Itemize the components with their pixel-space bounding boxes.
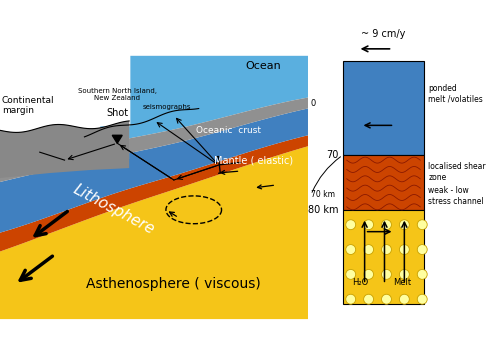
- Text: Asthenosphere ( viscous): Asthenosphere ( viscous): [86, 277, 261, 291]
- Polygon shape: [112, 135, 122, 143]
- Text: seismographs: seismographs: [142, 104, 191, 111]
- Polygon shape: [0, 51, 129, 125]
- Bar: [343, 210, 424, 304]
- Text: weak - low
stress channel: weak - low stress channel: [428, 186, 484, 206]
- Text: 70: 70: [326, 150, 339, 160]
- Text: 80 km: 80 km: [308, 205, 339, 215]
- Circle shape: [382, 220, 392, 230]
- Text: Continental
margin: Continental margin: [2, 95, 54, 115]
- Circle shape: [418, 294, 427, 304]
- Text: Mantle ( elastic): Mantle ( elastic): [214, 155, 293, 165]
- Text: Southern North Island,
New Zealand: Southern North Island, New Zealand: [78, 88, 156, 101]
- Polygon shape: [100, 56, 308, 144]
- Polygon shape: [0, 51, 129, 172]
- Circle shape: [364, 294, 374, 304]
- Circle shape: [346, 269, 356, 279]
- Circle shape: [364, 220, 374, 230]
- Text: Shot: Shot: [106, 108, 128, 118]
- Polygon shape: [0, 98, 308, 182]
- Text: localised shear
zone: localised shear zone: [428, 162, 486, 182]
- Text: ponded
melt /volatiles: ponded melt /volatiles: [428, 84, 483, 104]
- Circle shape: [400, 269, 409, 279]
- Circle shape: [382, 294, 392, 304]
- Circle shape: [382, 269, 392, 279]
- Circle shape: [418, 244, 427, 255]
- Text: Melt: Melt: [394, 278, 411, 287]
- Text: H₂O: H₂O: [352, 278, 369, 287]
- Bar: [343, 155, 424, 210]
- Circle shape: [418, 269, 427, 279]
- Circle shape: [346, 220, 356, 230]
- Circle shape: [400, 220, 409, 230]
- Polygon shape: [0, 135, 308, 252]
- Text: Lithosphere: Lithosphere: [71, 182, 158, 238]
- Text: Ocean: Ocean: [246, 61, 281, 71]
- Text: 70 km: 70 km: [311, 190, 335, 199]
- Polygon shape: [0, 121, 129, 178]
- Circle shape: [346, 244, 356, 255]
- Bar: [343, 61, 424, 155]
- Polygon shape: [0, 108, 308, 233]
- Text: 0: 0: [311, 99, 316, 108]
- Circle shape: [382, 244, 392, 255]
- Circle shape: [400, 294, 409, 304]
- Text: Oceanic  crust: Oceanic crust: [196, 126, 261, 135]
- Circle shape: [346, 294, 356, 304]
- Text: ~ 9 cm/y: ~ 9 cm/y: [362, 29, 406, 39]
- Polygon shape: [0, 51, 129, 125]
- Circle shape: [364, 269, 374, 279]
- Circle shape: [364, 244, 374, 255]
- Circle shape: [400, 244, 409, 255]
- Polygon shape: [0, 146, 308, 319]
- Circle shape: [418, 220, 427, 230]
